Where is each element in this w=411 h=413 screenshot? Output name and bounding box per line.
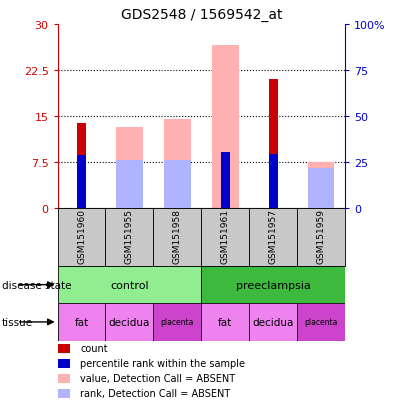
Bar bbox=[164, 160, 191, 209]
Text: tissue: tissue bbox=[2, 317, 33, 327]
Bar bbox=[201, 266, 345, 304]
Bar bbox=[249, 304, 297, 341]
Text: preeclampsia: preeclampsia bbox=[236, 280, 311, 290]
Bar bbox=[58, 209, 106, 266]
Text: count: count bbox=[80, 344, 108, 354]
Text: fat: fat bbox=[218, 317, 233, 327]
Text: rank, Detection Call = ABSENT: rank, Detection Call = ABSENT bbox=[80, 388, 231, 398]
Bar bbox=[269, 154, 277, 209]
Bar bbox=[106, 209, 153, 266]
Text: GSM151958: GSM151958 bbox=[173, 209, 182, 264]
Bar bbox=[58, 304, 106, 341]
Bar bbox=[153, 209, 201, 266]
Bar bbox=[106, 304, 153, 341]
Text: decidua: decidua bbox=[109, 317, 150, 327]
Bar bbox=[116, 128, 143, 209]
Text: decidua: decidua bbox=[253, 317, 294, 327]
Text: GSM151959: GSM151959 bbox=[317, 209, 326, 264]
Bar bbox=[297, 304, 345, 341]
Bar bbox=[77, 124, 86, 209]
Bar bbox=[249, 209, 297, 266]
Bar bbox=[164, 120, 191, 209]
Text: percentile rank within the sample: percentile rank within the sample bbox=[80, 358, 245, 368]
Text: disease state: disease state bbox=[2, 280, 72, 290]
Bar bbox=[77, 156, 86, 209]
Bar bbox=[269, 80, 277, 209]
Bar bbox=[153, 304, 201, 341]
Bar bbox=[116, 161, 143, 209]
Text: value, Detection Call = ABSENT: value, Detection Call = ABSENT bbox=[80, 373, 235, 383]
Text: placenta: placenta bbox=[161, 318, 194, 327]
Bar bbox=[58, 266, 201, 304]
Bar bbox=[297, 209, 345, 266]
Bar bbox=[308, 163, 335, 209]
Bar bbox=[212, 46, 238, 209]
Text: GSM151961: GSM151961 bbox=[221, 209, 230, 264]
Text: GSM151960: GSM151960 bbox=[77, 209, 86, 264]
Bar bbox=[201, 209, 249, 266]
Bar bbox=[308, 169, 335, 209]
Text: fat: fat bbox=[74, 317, 89, 327]
Bar bbox=[201, 304, 249, 341]
Text: control: control bbox=[110, 280, 149, 290]
Text: GSM151955: GSM151955 bbox=[125, 209, 134, 264]
Text: GSM151957: GSM151957 bbox=[269, 209, 278, 264]
Title: GDS2548 / 1569542_at: GDS2548 / 1569542_at bbox=[121, 8, 282, 22]
Text: placenta: placenta bbox=[305, 318, 338, 327]
Bar bbox=[221, 152, 230, 209]
